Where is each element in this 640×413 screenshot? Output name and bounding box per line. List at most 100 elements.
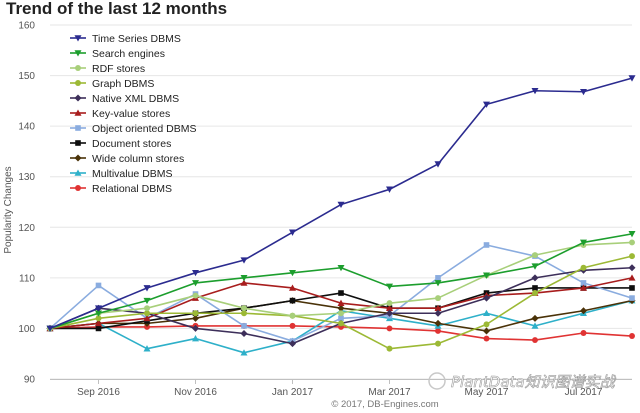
data-point[interactable] xyxy=(483,101,490,108)
data-point[interactable] xyxy=(386,283,393,290)
legend-item[interactable]: Relational DBMS xyxy=(70,183,172,195)
data-point[interactable] xyxy=(580,280,587,286)
legend-item[interactable]: Object oriented DBMS xyxy=(70,123,196,135)
legend-item[interactable]: Graph DBMS xyxy=(70,78,154,90)
data-point[interactable] xyxy=(628,274,636,281)
data-point[interactable] xyxy=(289,229,296,236)
data-point[interactable] xyxy=(580,264,587,271)
data-point[interactable] xyxy=(386,300,393,307)
data-point[interactable] xyxy=(338,320,344,327)
data-point[interactable] xyxy=(192,335,199,342)
data-point[interactable] xyxy=(532,252,538,259)
data-point[interactable] xyxy=(532,337,538,344)
data-point[interactable] xyxy=(240,257,248,264)
data-point[interactable] xyxy=(289,297,296,304)
data-point[interactable] xyxy=(386,304,393,311)
data-point[interactable] xyxy=(144,310,150,317)
data-point[interactable] xyxy=(143,345,151,352)
data-point[interactable] xyxy=(434,280,442,287)
data-point[interactable] xyxy=(338,290,344,296)
data-point[interactable] xyxy=(531,314,539,322)
data-point[interactable] xyxy=(483,272,490,279)
data-point[interactable] xyxy=(289,312,296,319)
data-point[interactable] xyxy=(338,310,344,317)
legend-item[interactable]: Document stores xyxy=(70,138,171,150)
legend-item[interactable]: Key-value stores xyxy=(70,108,170,120)
data-point[interactable] xyxy=(241,310,247,317)
data-point[interactable] xyxy=(95,319,102,327)
data-point[interactable] xyxy=(580,284,587,291)
data-point[interactable] xyxy=(483,294,490,302)
data-point[interactable] xyxy=(386,345,393,352)
data-point[interactable] xyxy=(483,335,490,342)
data-point[interactable] xyxy=(531,263,539,270)
data-point[interactable] xyxy=(143,285,151,292)
legend-item[interactable]: Wide column stores xyxy=(70,153,184,165)
data-point[interactable] xyxy=(531,322,539,329)
data-point[interactable] xyxy=(483,309,490,317)
data-point[interactable] xyxy=(532,290,538,297)
data-point[interactable] xyxy=(289,270,296,277)
data-point[interactable] xyxy=(483,242,490,248)
data-point[interactable] xyxy=(46,325,54,332)
data-point[interactable] xyxy=(241,305,247,312)
data-point[interactable] xyxy=(338,315,344,322)
data-point[interactable] xyxy=(628,75,636,82)
data-point[interactable] xyxy=(386,186,393,193)
data-point[interactable] xyxy=(192,292,199,299)
legend-item[interactable]: Multivalue DBMS xyxy=(70,168,173,180)
data-point[interactable] xyxy=(580,330,587,336)
data-point[interactable] xyxy=(95,325,102,332)
data-point[interactable] xyxy=(192,324,199,332)
data-point[interactable] xyxy=(628,231,636,238)
data-point[interactable] xyxy=(337,264,345,272)
data-point[interactable] xyxy=(289,340,296,348)
data-point[interactable] xyxy=(531,87,539,95)
data-point[interactable] xyxy=(240,275,248,282)
data-point[interactable] xyxy=(629,253,635,260)
data-point[interactable] xyxy=(629,333,635,339)
data-point[interactable] xyxy=(435,295,441,302)
data-point[interactable] xyxy=(435,340,441,347)
series-graph-dbms[interactable] xyxy=(47,253,635,352)
data-point[interactable] xyxy=(531,274,539,282)
data-point[interactable] xyxy=(435,327,441,334)
legend-item[interactable]: Native XML DBMS xyxy=(70,93,179,105)
data-point[interactable] xyxy=(483,327,490,335)
data-point[interactable] xyxy=(192,314,199,322)
data-point[interactable] xyxy=(434,309,442,317)
data-point[interactable] xyxy=(483,321,490,328)
data-point[interactable] xyxy=(386,325,393,332)
data-point[interactable] xyxy=(143,314,151,322)
data-point[interactable] xyxy=(580,239,587,246)
data-point[interactable] xyxy=(95,310,102,317)
data-point[interactable] xyxy=(629,295,635,301)
data-point[interactable] xyxy=(95,282,102,289)
data-point[interactable] xyxy=(434,161,442,168)
data-point[interactable] xyxy=(241,323,247,329)
data-point[interactable] xyxy=(337,299,345,306)
data-point[interactable] xyxy=(337,201,345,209)
data-point[interactable] xyxy=(337,304,345,312)
data-point[interactable] xyxy=(435,275,441,281)
data-point[interactable] xyxy=(144,305,150,312)
data-point[interactable] xyxy=(143,297,151,305)
legend-item[interactable]: Search engines xyxy=(70,48,165,60)
data-point[interactable] xyxy=(240,279,248,286)
data-point[interactable] xyxy=(434,304,442,311)
data-point[interactable] xyxy=(95,305,102,312)
data-point[interactable] xyxy=(289,284,296,291)
data-point[interactable] xyxy=(386,309,393,317)
data-point[interactable] xyxy=(629,285,635,291)
data-point[interactable] xyxy=(289,322,296,329)
data-point[interactable] xyxy=(192,280,199,287)
data-point[interactable] xyxy=(192,270,199,277)
series-time-series-dbms[interactable] xyxy=(46,75,636,332)
data-point[interactable] xyxy=(580,307,587,315)
data-point[interactable] xyxy=(144,323,150,330)
data-point[interactable] xyxy=(192,310,199,317)
data-point[interactable] xyxy=(532,285,538,291)
data-point[interactable] xyxy=(240,329,248,337)
data-point[interactable] xyxy=(629,239,635,246)
data-point[interactable] xyxy=(240,349,248,356)
